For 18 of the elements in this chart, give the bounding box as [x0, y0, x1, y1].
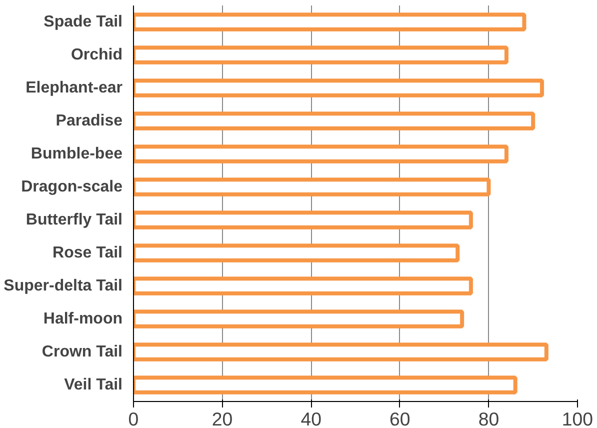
y-tick-label: Super-delta Tail — [4, 278, 123, 294]
x-tick-label: 40 — [300, 408, 322, 428]
y-tick-label: Crown Tail — [42, 344, 122, 360]
y-tick-label: Butterfly Tail — [26, 212, 123, 228]
y-tick-label: Veil Tail — [64, 376, 123, 394]
y-tick-label: Orchid — [70, 46, 122, 64]
y-tick-label: Rose Tail — [52, 244, 123, 262]
y-tick-label: Bumble-bee — [30, 146, 123, 162]
y-tick-label: Elephant-ear — [26, 80, 123, 96]
x-tick-label: 80 — [478, 408, 500, 428]
y-tick-label: Spade Tail — [44, 14, 123, 30]
y-tick-label: Half-moon — [43, 310, 123, 328]
x-tick-label: 20 — [212, 408, 233, 428]
y-tick-label: Dragon-scale — [21, 178, 123, 196]
x-tick-label: 100 — [562, 408, 594, 428]
y-tick-label: Paradise — [56, 112, 123, 130]
x-tick-label: 0 — [128, 408, 139, 428]
x-tick-label: 60 — [390, 408, 410, 428]
